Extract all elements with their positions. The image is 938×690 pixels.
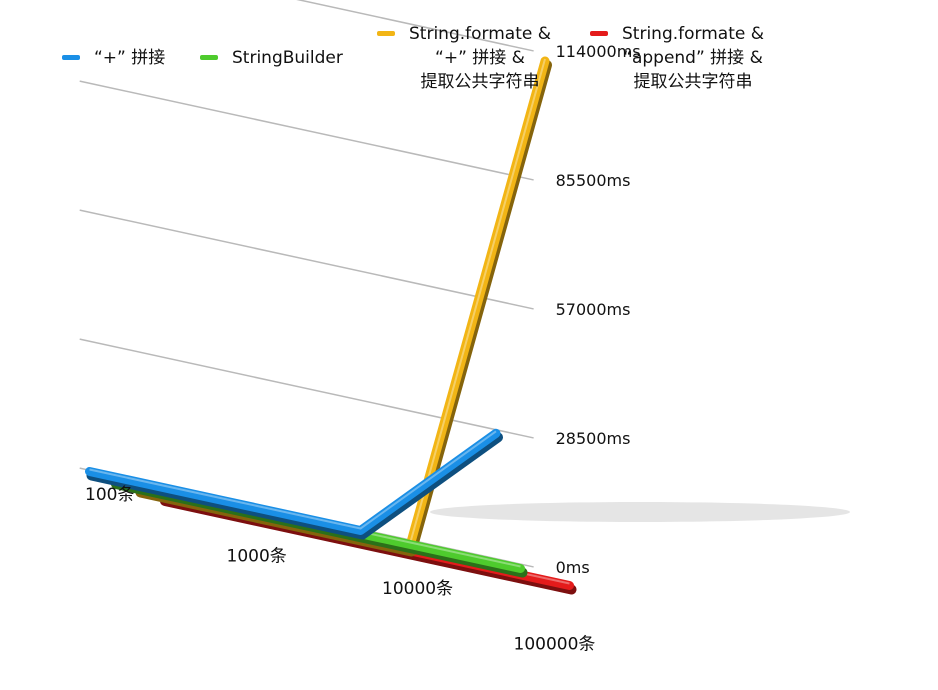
y-tick-label: 28500ms (556, 429, 631, 448)
legend-label: String.formate & “+” 拼接 & 提取公共字符串 (409, 24, 551, 92)
series-ribbon (85, 428, 501, 535)
legend-item-format-append: String.formate & “append” 拼接 & 提取公共字符串 (590, 22, 764, 94)
x-tick-label: 100条 (85, 485, 134, 505)
legend-swatch-red (590, 31, 608, 36)
gridline (79, 338, 534, 439)
legend-label: String.formate & “append” 拼接 & 提取公共字符串 (622, 24, 764, 92)
series-ribbon-highlight (89, 430, 497, 530)
floor-shadow (430, 502, 850, 522)
legend-label: StringBuilder (232, 48, 343, 68)
legend: “+” 拼接 StringBuilder String.formate & “+… (0, 0, 938, 110)
legend-item-format-plus: String.formate & “+” 拼接 & 提取公共字符串 (377, 22, 551, 94)
legend-swatch-yellow (377, 31, 395, 36)
gridline (79, 80, 534, 181)
x-tick-label: 100000条 (514, 635, 596, 655)
gridline (296, 0, 534, 52)
legend-swatch-blue (62, 55, 80, 60)
y-tick-label: 85500ms (556, 171, 631, 190)
legend-swatch-green (200, 55, 218, 60)
x-tick-label: 10000条 (382, 579, 453, 599)
y-tick-label: 114000ms (556, 42, 641, 61)
legend-item-plus-concat: “+” 拼接 (62, 46, 165, 70)
y-tick-label: 57000ms (556, 300, 631, 319)
legend-item-stringbuilder: StringBuilder (200, 46, 343, 70)
legend-label: “+” 拼接 (94, 48, 166, 68)
x-tick-label: 1000条 (227, 547, 287, 567)
gridline (79, 209, 534, 310)
y-tick-label: 0ms (556, 558, 590, 577)
